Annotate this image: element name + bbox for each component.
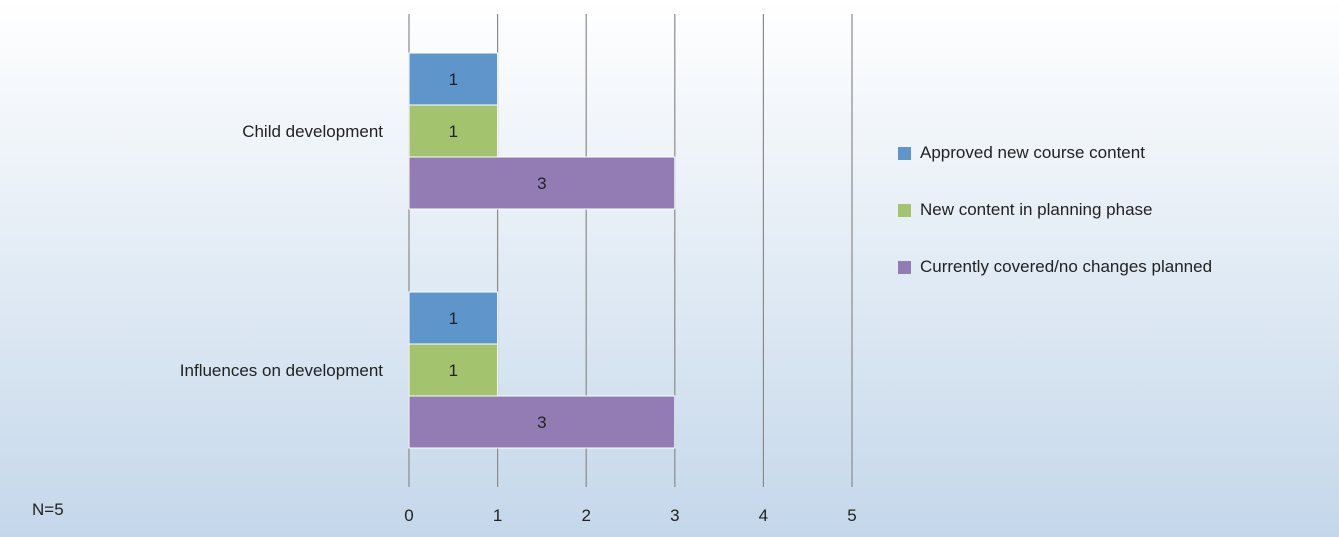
data-label-2-series-1: 1 — [449, 309, 458, 328]
x-tick-label-2: 2 — [581, 506, 590, 525]
x-tick-label-0: 0 — [404, 506, 413, 525]
data-label-1-series-1: 1 — [449, 70, 458, 89]
category-label-1: Child development — [242, 122, 383, 141]
legend-swatch-approved — [898, 147, 911, 160]
legend-item-planning: New content in planning phase — [898, 195, 1212, 252]
data-label-1-series-3: 3 — [537, 174, 546, 193]
legend-label-covered: Currently covered/no changes planned — [920, 257, 1213, 276]
labels: 0 1 2 3 4 5 1 1 3 Child development 1 1 3 Influences … — [180, 70, 857, 525]
sample-size-note: N=5 — [32, 500, 64, 519]
x-tick-label-5: 5 — [847, 506, 856, 525]
bar-2-series-3 — [408, 395, 676, 449]
category-label-2: Influences on development — [180, 361, 383, 380]
x-tick-label-3: 3 — [670, 506, 679, 525]
legend-label-approved: Approved new course content — [920, 143, 1145, 162]
legend-item-approved: Approved new course content — [898, 138, 1212, 195]
x-tick-label-1: 1 — [493, 506, 502, 525]
legend-swatch-covered — [898, 261, 911, 274]
bar-1-series-1 — [408, 52, 499, 106]
legend-swatch-planning — [898, 204, 911, 217]
x-tick-label-4: 4 — [759, 506, 768, 525]
data-label-2-series-2: 1 — [449, 361, 458, 380]
legend-label-planning: New content in planning phase — [920, 200, 1153, 219]
legend: Approved new course content New content … — [898, 138, 1212, 309]
data-label-2-series-3: 3 — [537, 413, 546, 432]
bars — [408, 52, 676, 449]
bar-1-series-3 — [408, 156, 676, 210]
data-label-1-series-2: 1 — [449, 122, 458, 141]
legend-item-covered: Currently covered/no changes planned — [898, 252, 1212, 309]
